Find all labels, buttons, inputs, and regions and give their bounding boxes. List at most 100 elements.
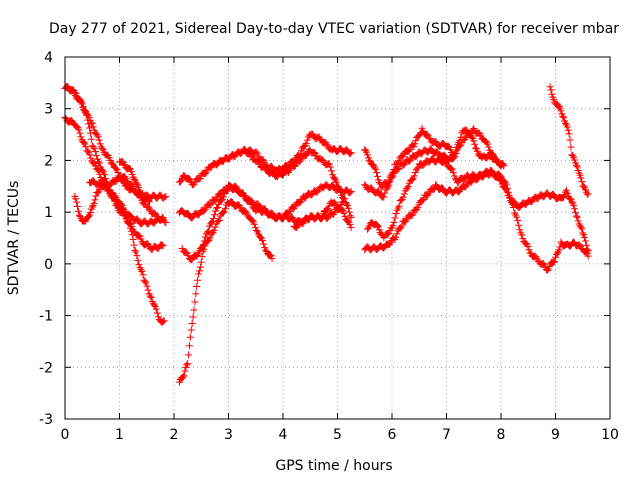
data-point <box>145 198 153 206</box>
data-point <box>384 230 392 238</box>
data-point <box>400 190 408 198</box>
data-point <box>89 123 97 131</box>
data-point <box>385 181 393 189</box>
data-point <box>95 136 103 144</box>
data-point <box>582 248 590 256</box>
data-point <box>92 162 100 170</box>
data-point <box>221 204 229 212</box>
data-point <box>344 204 352 212</box>
data-point <box>86 151 94 159</box>
data-point <box>408 176 416 184</box>
data-point <box>391 214 399 222</box>
data-point <box>219 208 227 216</box>
data-point <box>539 260 547 268</box>
series-trace-f <box>116 158 153 206</box>
data-point <box>72 195 80 203</box>
data-point <box>573 163 581 171</box>
data-point <box>127 167 135 175</box>
data-point <box>158 241 166 249</box>
x-tick-label: 4 <box>279 427 288 443</box>
x-tick-label: 0 <box>61 427 70 443</box>
data-point <box>337 188 345 196</box>
y-axis-label: SDTVAR / TECUs <box>6 181 22 296</box>
data-point <box>250 220 258 228</box>
data-point <box>199 241 207 249</box>
data-point <box>146 292 154 300</box>
data-point <box>326 163 334 171</box>
data-point <box>452 149 460 157</box>
data-point <box>71 88 79 96</box>
data-point <box>207 200 215 208</box>
data-point <box>241 207 249 215</box>
data-point <box>393 230 401 238</box>
data-point <box>290 205 298 213</box>
data-point <box>86 129 94 137</box>
data-point <box>74 207 82 215</box>
data-point <box>411 140 419 148</box>
data-point <box>578 178 586 186</box>
data-point <box>94 158 102 166</box>
data-point <box>207 219 215 227</box>
data-point <box>102 179 110 187</box>
data-point <box>335 183 343 191</box>
tick-marks <box>64 56 611 420</box>
data-point <box>372 165 380 173</box>
data-point <box>563 189 571 197</box>
data-point <box>215 216 223 224</box>
data-point <box>196 263 204 271</box>
data-point <box>547 86 555 94</box>
series-trace-l <box>290 198 347 231</box>
data-point <box>111 192 119 200</box>
data-point <box>127 227 135 235</box>
data-point <box>515 221 523 229</box>
data-point <box>470 137 478 145</box>
data-point <box>346 221 354 229</box>
data-point <box>471 140 479 148</box>
data-point <box>506 193 514 201</box>
data-point <box>192 290 200 298</box>
data-point <box>412 152 420 160</box>
data-point <box>187 326 195 334</box>
data-point <box>84 147 92 155</box>
data-point <box>139 271 147 279</box>
data-point <box>419 197 427 205</box>
data-point <box>232 183 240 191</box>
data-point <box>571 209 579 217</box>
data-point <box>159 242 167 250</box>
series-trace-p <box>361 168 592 274</box>
data-point <box>467 130 475 138</box>
data-point <box>268 255 276 263</box>
data-point <box>566 136 574 144</box>
data-point <box>135 187 143 195</box>
data-point <box>577 174 585 182</box>
data-point <box>252 226 260 234</box>
data-point <box>336 185 344 193</box>
data-point <box>150 301 158 309</box>
data-point <box>185 351 193 359</box>
y-tick-labels: -3 -2 -1 0 1 2 3 4 <box>39 50 53 428</box>
data-point <box>394 165 402 173</box>
data-point <box>83 111 91 119</box>
data-point <box>181 367 189 375</box>
data-point <box>162 193 170 201</box>
data-point <box>510 203 518 211</box>
data-point <box>373 222 381 230</box>
series-trace-j <box>175 130 355 189</box>
data-point <box>179 373 187 381</box>
data-point <box>513 213 521 221</box>
data-point <box>489 150 497 158</box>
data-point <box>390 219 398 227</box>
data-point <box>441 157 449 165</box>
y-tick-label: 1 <box>44 205 53 221</box>
data-point <box>543 266 551 274</box>
data-point <box>302 139 310 147</box>
data-point <box>570 201 578 209</box>
data-point <box>347 187 355 195</box>
data-point <box>567 143 575 151</box>
data-point <box>573 213 581 221</box>
data-point <box>76 96 84 104</box>
data-point <box>347 224 355 232</box>
data-point <box>347 213 355 221</box>
data-point <box>133 180 141 188</box>
